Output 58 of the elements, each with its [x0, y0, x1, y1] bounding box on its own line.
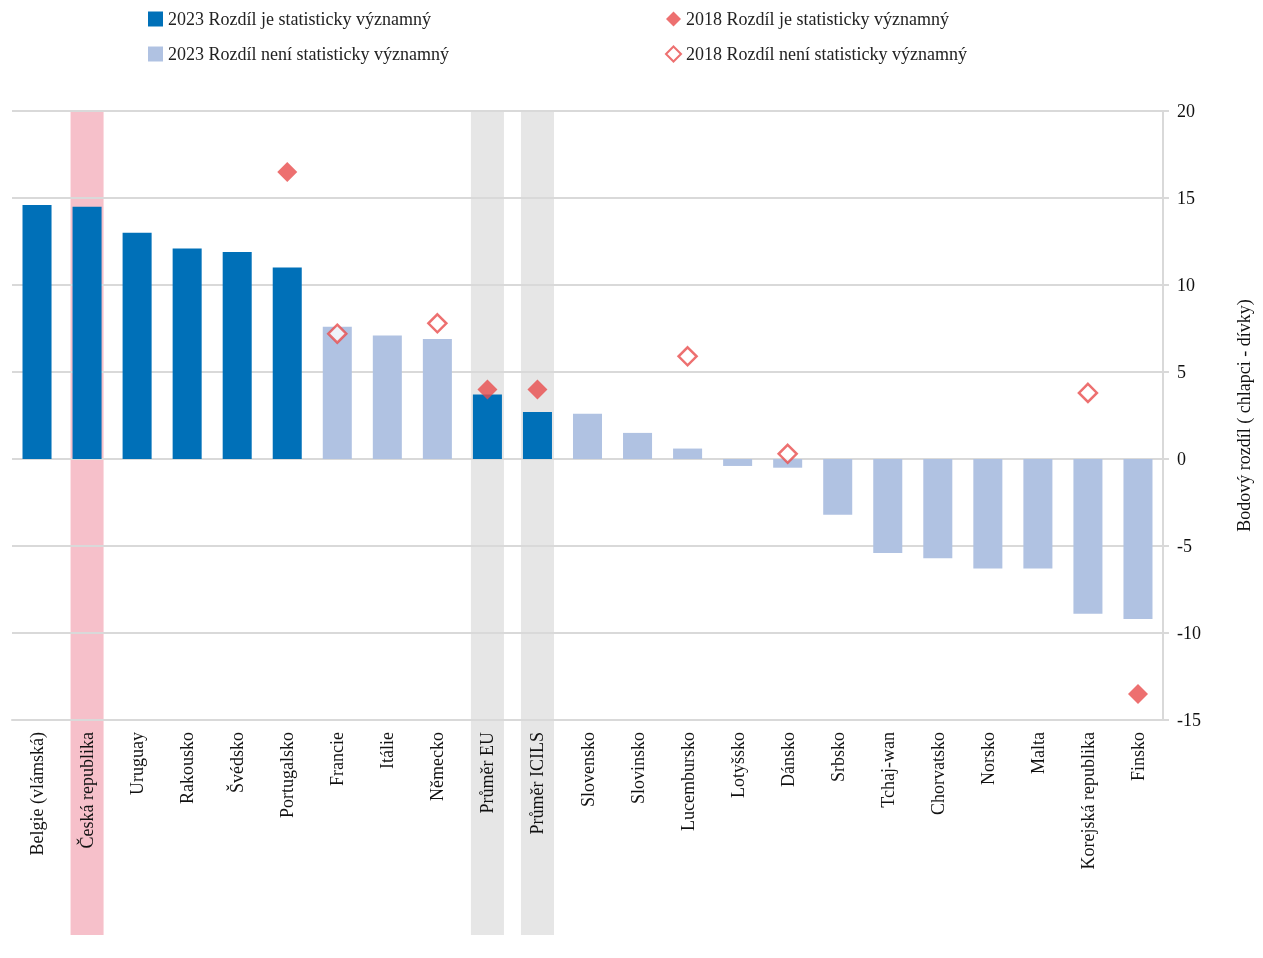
x-tick-label: Slovinsko — [627, 732, 648, 805]
y-tick-label: 0 — [1177, 449, 1186, 469]
bar — [172, 248, 202, 459]
x-tick-label: Srbsko — [827, 732, 848, 783]
bar — [472, 394, 502, 459]
bar — [823, 459, 853, 515]
x-tick-label: Finsko — [1127, 732, 1148, 782]
x-tick-label: Průměr EU — [477, 732, 498, 814]
legend-label: 2018 Rozdíl je statisticky významný — [686, 9, 949, 29]
x-tick-label: Švédsko — [226, 732, 248, 794]
x-tick-label: Korejská republika — [1077, 731, 1098, 870]
bar — [122, 232, 152, 459]
bar — [873, 459, 903, 553]
y-tick-label: 5 — [1177, 362, 1186, 382]
bar — [572, 413, 603, 459]
x-tick-label: Francie — [327, 732, 348, 786]
y-tick-label: -5 — [1177, 536, 1192, 556]
x-tick-label: Slovensko — [577, 732, 598, 808]
x-tick-label: Belgie (vlámská) — [27, 732, 49, 856]
legend-label: 2018 Rozdíl není statisticky významný — [686, 44, 967, 64]
bar — [222, 251, 252, 459]
x-tick-label: Uruguay — [127, 732, 148, 795]
x-tick-label: Tchaj-wan — [877, 732, 898, 808]
x-tick-label: Norsko — [977, 732, 998, 785]
bar — [422, 338, 452, 459]
bar — [372, 335, 402, 459]
bar — [673, 448, 703, 459]
x-tick-label: Rakousko — [177, 732, 198, 804]
y-axis-title: Bodový rozdíl ( chlapci - dívky) — [1234, 299, 1255, 532]
bar — [723, 459, 753, 466]
bar — [72, 206, 102, 459]
bar — [22, 204, 52, 459]
y-tick-label: -15 — [1177, 710, 1201, 730]
x-tick-label: Portugalsko — [277, 732, 298, 819]
x-tick-label: Malta — [1027, 732, 1048, 774]
bar — [1023, 459, 1053, 569]
y-tick-label: 10 — [1177, 275, 1195, 295]
x-tick-label: Itálie — [377, 732, 398, 769]
x-tick-label: Lotyšsko — [727, 732, 748, 799]
x-tick-label: Průměr ICILS — [527, 732, 548, 835]
x-tick-label: Česká republika — [76, 731, 98, 849]
bar — [522, 412, 552, 459]
x-tick-label: Německo — [427, 732, 448, 801]
legend-label: 2023 Rozdíl je statisticky významný — [168, 9, 431, 29]
bar — [1123, 459, 1153, 620]
x-tick-label: Chorvatsko — [927, 732, 948, 815]
x-tick-label: Dánsko — [777, 732, 798, 787]
y-tick-label: 15 — [1177, 188, 1195, 208]
y-tick-label: -10 — [1177, 623, 1201, 643]
legend-label: 2023 Rozdíl není statisticky významný — [168, 44, 449, 64]
bar — [623, 432, 653, 459]
y-tick-label: 20 — [1177, 101, 1195, 121]
bar — [322, 326, 352, 459]
bar — [923, 459, 953, 559]
bar — [973, 459, 1003, 569]
x-tick-label: Lucembursko — [677, 732, 698, 831]
bar — [1073, 459, 1103, 614]
bar — [272, 267, 302, 459]
